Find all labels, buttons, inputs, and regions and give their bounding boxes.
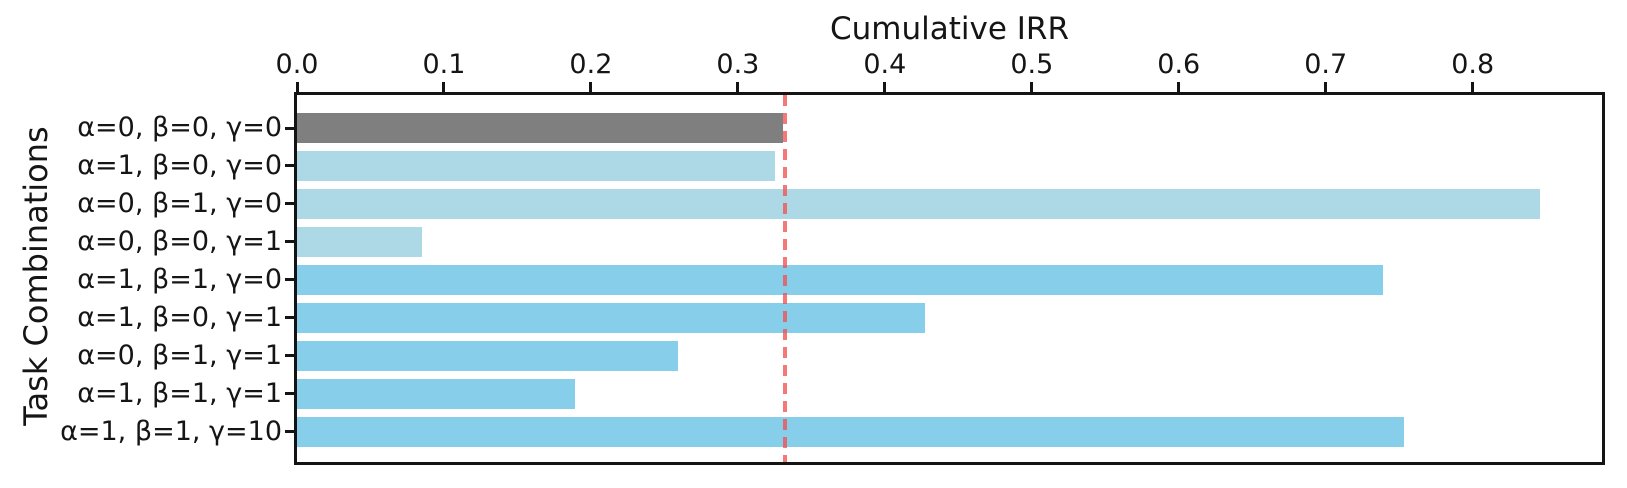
x-tick-mark (736, 82, 740, 92)
y-tick-mark (285, 278, 294, 282)
x-tick-mark (1177, 82, 1181, 92)
x-tick-label: 0.7 (1304, 49, 1348, 80)
bar (297, 378, 575, 409)
plot-area (294, 92, 1605, 465)
x-tick-label: 0.3 (716, 49, 760, 80)
x-tick-mark (589, 82, 593, 92)
x-tick-label: 0.2 (569, 49, 613, 80)
x-tick-mark (1324, 82, 1328, 92)
x-tick-mark (1030, 82, 1034, 92)
y-tick-label: α=1, β=1, γ=1 (77, 377, 282, 409)
y-tick-mark (285, 202, 294, 206)
x-tick-label: 0.0 (275, 49, 319, 80)
bar (297, 416, 1404, 447)
x-tick-mark (442, 82, 446, 92)
y-tick-label: α=0, β=1, γ=1 (77, 339, 282, 371)
y-tick-label: α=0, β=0, γ=1 (77, 225, 282, 257)
x-tick-mark (295, 82, 299, 92)
y-tick-label: α=1, β=0, γ=0 (77, 149, 282, 181)
y-tick-mark (285, 240, 294, 244)
y-tick-mark (285, 164, 294, 168)
y-tick-label: α=0, β=0, γ=0 (77, 112, 282, 143)
y-tick-label: α=1, β=1, γ=0 (77, 263, 282, 295)
y-tick-label: α=0, β=1, γ=0 (77, 187, 282, 219)
y-tick-mark (285, 430, 294, 434)
x-tick-label: 0.8 (1451, 49, 1495, 80)
x-tick-label: 0.4 (863, 49, 907, 80)
y-tick-mark (285, 354, 294, 358)
x-tick-mark (883, 82, 887, 92)
bar (297, 226, 422, 257)
y-tick-label: α=1, β=0, γ=1 (77, 301, 282, 333)
y-tick-mark (285, 316, 294, 320)
bar (297, 264, 1384, 295)
bar (297, 340, 678, 371)
bar (297, 113, 784, 143)
reference-line (783, 95, 787, 462)
y-tick-mark (285, 126, 294, 130)
bar (297, 302, 925, 333)
x-tick-mark (1471, 82, 1475, 92)
y-tick-label: α=1, β=1, γ=10 (60, 415, 282, 447)
chart-title: Cumulative IRR (829, 11, 1069, 47)
x-tick-label: 0.1 (422, 49, 466, 80)
bar (297, 188, 1541, 219)
x-tick-label: 0.5 (1010, 49, 1054, 80)
bar (297, 150, 775, 181)
y-tick-mark (285, 392, 294, 396)
x-tick-label: 0.6 (1157, 49, 1201, 80)
